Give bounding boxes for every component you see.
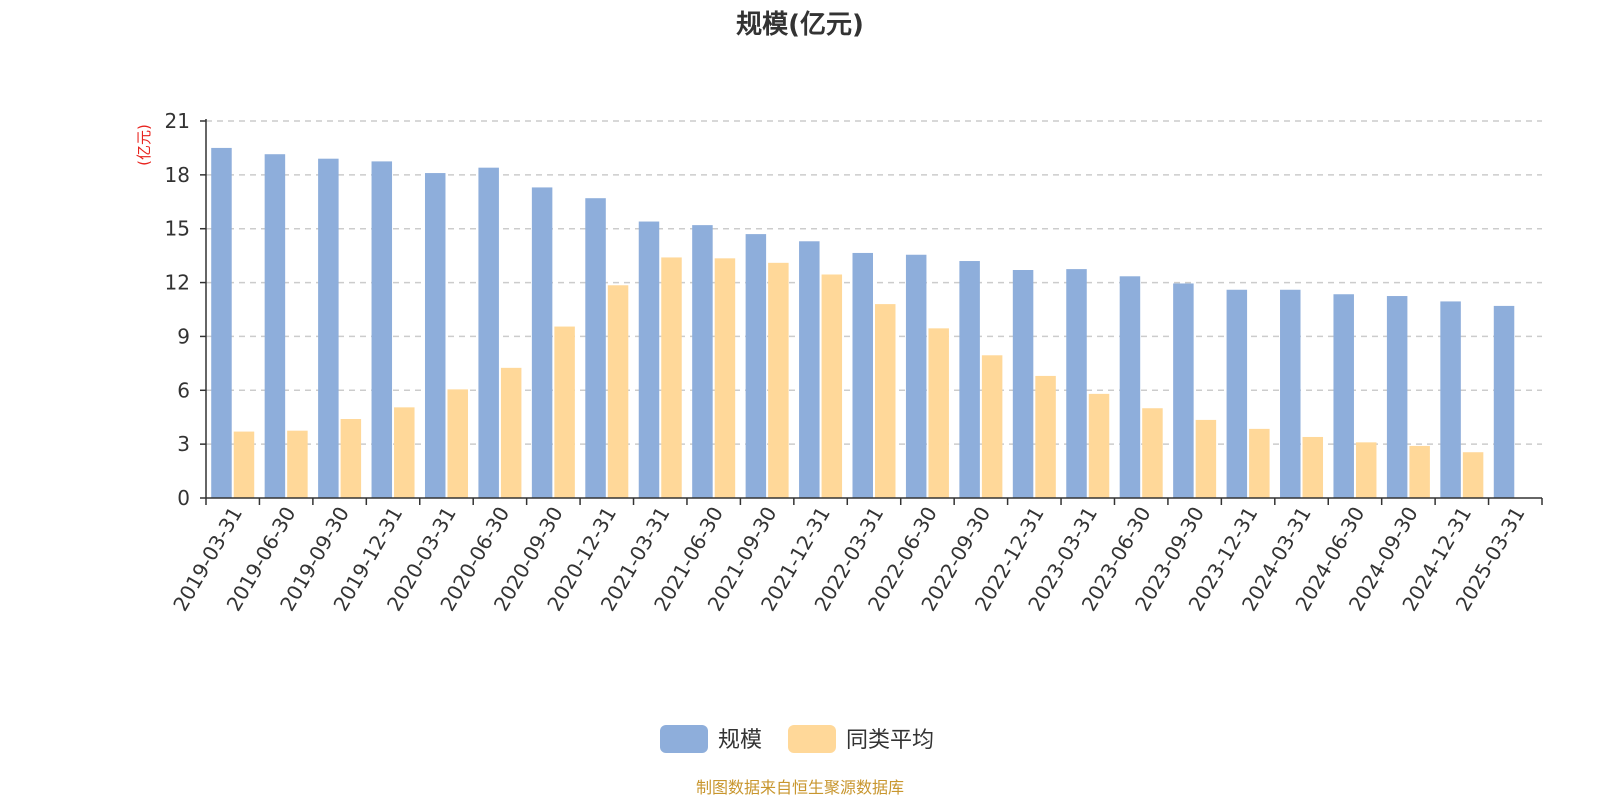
bar-peer-average: [447, 389, 468, 498]
bar-peer-average: [607, 285, 629, 498]
legend-swatch-peer-average: [788, 725, 836, 753]
legend-item-peer-average[interactable]: 同类平均: [788, 725, 934, 753]
bar-scale: [638, 221, 660, 499]
bar-scale: [1226, 289, 1248, 498]
bar-scale: [478, 167, 499, 498]
bar-peer-average: [1249, 428, 1270, 498]
bar-scale: [745, 234, 767, 498]
bar-peer-average: [287, 430, 308, 498]
bar-scale: [531, 187, 553, 498]
bar-scale: [905, 254, 927, 498]
bar-peer-average: [1195, 419, 1217, 498]
bar-peer-average: [1302, 436, 1324, 498]
y-tick-label: 18: [165, 163, 190, 187]
bar-peer-average: [1462, 452, 1484, 498]
bar-peer-average: [554, 326, 575, 498]
bar-peer-average: [1355, 442, 1377, 498]
bar-scale: [1333, 294, 1354, 498]
bar-scale: [852, 252, 873, 498]
bar-scale: [1280, 289, 1301, 498]
axes: [205, 119, 1542, 499]
y-tick-label: 0: [177, 486, 190, 510]
legend-label-peer-average: 同类平均: [846, 728, 934, 753]
bar-peer-average: [981, 355, 1003, 498]
y-tick-label: 9: [177, 324, 190, 348]
bar-peer-average: [1142, 408, 1163, 498]
bar-scale: [424, 173, 446, 499]
bar-scale: [1386, 296, 1408, 498]
bar-scale: [1119, 276, 1141, 498]
bar-peer-average: [661, 257, 682, 498]
y-tick-label: 3: [177, 432, 190, 456]
bar-peer-average: [340, 419, 362, 498]
bar-peer-average: [233, 431, 255, 498]
y-axis-ticks: 0 3 6 9 12 15 18 21: [165, 109, 206, 510]
bar-peer-average: [768, 262, 789, 498]
bar-peer-average: [714, 258, 736, 498]
y-tick-label: 21: [165, 109, 190, 133]
y-tick-label: 6: [177, 378, 190, 402]
bar-scale: [692, 225, 713, 498]
bar-peer-average: [394, 407, 415, 498]
bar-scale: [371, 161, 393, 498]
bar-scale: [1493, 305, 1515, 498]
bars-group: [211, 147, 1515, 499]
bar-peer-average: [1088, 393, 1110, 498]
legend-item-scale[interactable]: 规模: [660, 725, 762, 753]
bar-peer-average: [928, 328, 949, 498]
source-note: 制图数据来自恒生聚源数据库: [696, 778, 904, 797]
bar-scale: [264, 154, 286, 498]
chart-title: 规模(亿元): [736, 10, 864, 40]
legend[interactable]: 规模 同类平均: [660, 725, 934, 753]
bar-peer-average: [1035, 375, 1056, 498]
legend-label-scale: 规模: [718, 728, 762, 753]
bar-scale: [318, 158, 339, 498]
bar-scale: [211, 147, 232, 498]
bar-peer-average: [821, 274, 843, 498]
bar-scale: [1066, 269, 1087, 498]
y-axis-unit-label: (亿元): [135, 124, 153, 166]
y-tick-label: 12: [165, 271, 190, 295]
bar-peer-average: [500, 367, 522, 498]
legend-swatch-scale: [660, 725, 708, 753]
bar-scale: [1173, 283, 1194, 498]
x-axis-ticks: 2019-03-312019-06-302019-09-302019-12-31…: [168, 498, 1543, 615]
bar-scale: [959, 261, 980, 498]
y-tick-label: 15: [165, 217, 190, 241]
bar-peer-average: [1409, 445, 1430, 498]
bar-scale: [585, 198, 606, 498]
bar-scale: [799, 241, 820, 498]
bar-peer-average: [875, 304, 896, 498]
bar-scale: [1440, 301, 1461, 498]
bar-scale: [1012, 270, 1034, 498]
